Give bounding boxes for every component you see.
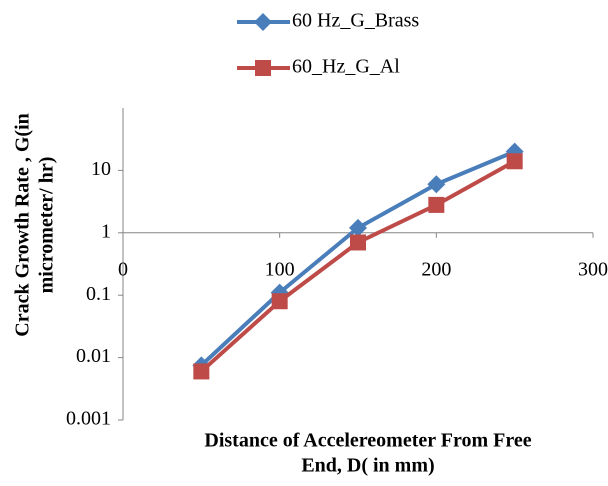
marker	[349, 218, 367, 237]
marker	[427, 175, 446, 194]
legend-marker	[254, 13, 272, 31]
series-line	[199, 159, 516, 373]
y-tick-label: 0.001	[66, 408, 111, 430]
y-tick-label: 0.01	[76, 345, 111, 367]
x-tick-label: 100	[265, 258, 295, 280]
marker	[193, 363, 210, 380]
y-tick-label: 0.1	[86, 283, 111, 305]
marker	[428, 196, 445, 213]
legend-marker	[255, 60, 271, 76]
y-tick-label: 1	[101, 220, 111, 242]
y-tick-label: 10	[91, 158, 111, 180]
marker	[506, 153, 523, 170]
x-tick-label: 300	[578, 258, 608, 280]
x-tick-label: 200	[421, 258, 451, 280]
marker	[350, 234, 366, 251]
series-line	[199, 149, 516, 367]
x-tick-label: 0	[118, 258, 128, 280]
y-axis-title: Crack Growth Rate , G(in	[12, 113, 34, 337]
x-axis-title: End, D( in mm)	[301, 455, 434, 477]
legend-label: 60_Hz_G_Al	[292, 56, 400, 78]
x-axis-title: Distance of Accelereometer From Free	[204, 430, 531, 452]
y-axis-title: micrometer/ hr)	[36, 157, 58, 294]
marker	[271, 293, 288, 310]
legend-label: 60 Hz_G_Brass	[292, 10, 419, 32]
